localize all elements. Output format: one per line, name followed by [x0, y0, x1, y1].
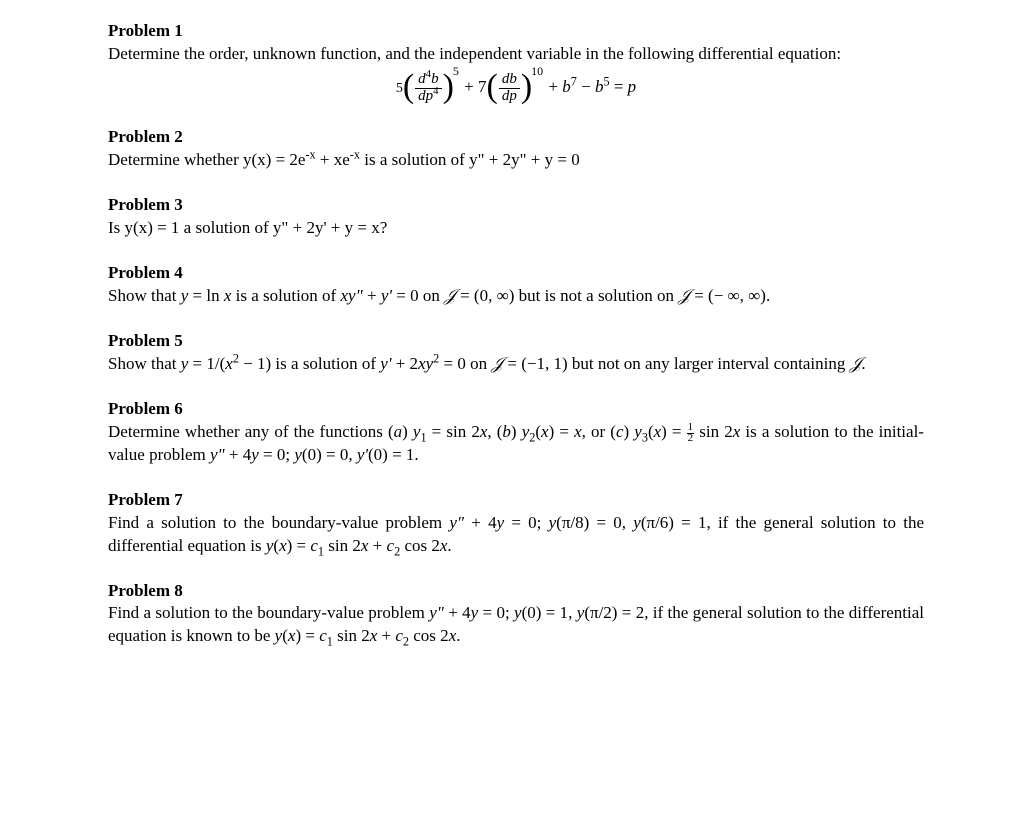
- problem-8: Problem 8 Find a solution to the boundar…: [108, 580, 924, 649]
- problem-1-equation: 5(d4bdp4)5 + 7(dbdp)10 + b7 − b5 = p: [108, 72, 924, 105]
- problem-8-heading: Problem 8: [108, 580, 924, 603]
- problem-7-body: Find a solution to the boundary-value pr…: [108, 513, 924, 555]
- problem-2-heading: Problem 2: [108, 126, 924, 149]
- problem-2: Problem 2 Determine whether y(x) = 2e-x …: [108, 126, 924, 172]
- problem-2-body: Determine whether y(x) = 2e-x + xe-x is …: [108, 150, 580, 169]
- problem-7: Problem 7 Find a solution to the boundar…: [108, 489, 924, 558]
- problem-4: Problem 4 Show that y = ln x is a soluti…: [108, 262, 924, 308]
- problem-7-heading: Problem 7: [108, 489, 924, 512]
- problem-4-heading: Problem 4: [108, 262, 924, 285]
- problem-5: Problem 5 Show that y = 1/(x2 − 1) is a …: [108, 330, 924, 376]
- problem-4-body: Show that y = ln x is a solution of xy" …: [108, 286, 770, 305]
- problem-6-body: Determine whether any of the functions (…: [108, 422, 924, 464]
- problem-6: Problem 6 Determine whether any of the f…: [108, 398, 924, 467]
- problem-5-heading: Problem 5: [108, 330, 924, 353]
- problem-5-body: Show that y = 1/(x2 − 1) is a solution o…: [108, 354, 866, 373]
- problem-3-body: Is y(x) = 1 a solution of y" + 2y' + y =…: [108, 218, 387, 237]
- problem-6-heading: Problem 6: [108, 398, 924, 421]
- problem-1-heading: Problem 1: [108, 20, 924, 43]
- problem-3-heading: Problem 3: [108, 194, 924, 217]
- problem-3: Problem 3 Is y(x) = 1 a solution of y" +…: [108, 194, 924, 240]
- problem-1: Problem 1 Determine the order, unknown f…: [108, 20, 924, 104]
- problem-8-body: Find a solution to the boundary-value pr…: [108, 603, 924, 645]
- problem-1-text: Determine the order, unknown function, a…: [108, 44, 841, 63]
